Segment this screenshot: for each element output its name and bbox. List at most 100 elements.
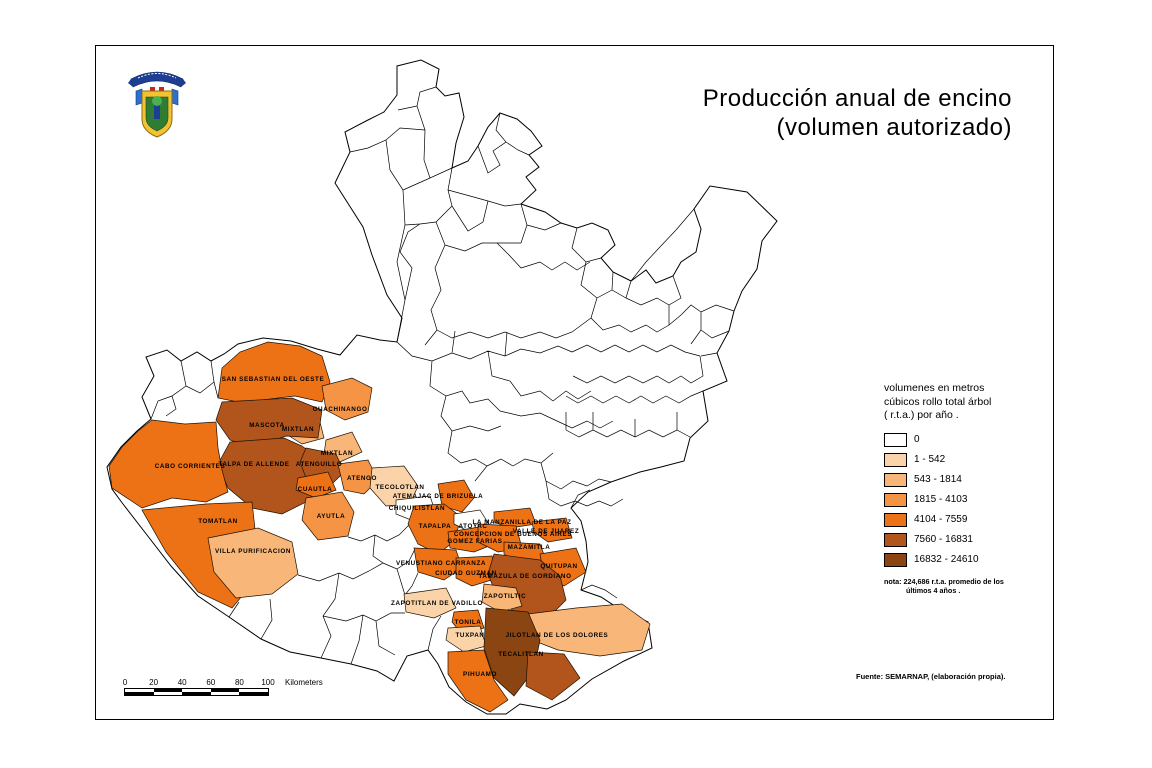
municipality-borders-east bbox=[565, 352, 718, 438]
region-guachinango bbox=[321, 377, 373, 421]
region-villa-purificacion bbox=[207, 527, 299, 599]
shield-tree-crown bbox=[152, 96, 162, 106]
source-text: Fuente: SEMARNAP, (elaboración propia). bbox=[856, 672, 1006, 681]
legend-label: 543 - 1814 bbox=[914, 474, 962, 485]
legend-label: 1815 - 4103 bbox=[914, 494, 968, 505]
municipality-label: PIHUAMO bbox=[463, 671, 497, 678]
municipality-label: ATOYAC bbox=[458, 523, 487, 530]
legend-title-line1: volumenes en metros bbox=[884, 382, 985, 394]
municipality-label: MASCOTA bbox=[249, 422, 285, 429]
scale-tick: 20 bbox=[149, 678, 159, 687]
banner-tail-left bbox=[128, 79, 133, 87]
legend-row: 4104 - 7559 bbox=[884, 510, 1044, 530]
legend-swatch bbox=[884, 472, 907, 487]
municipality-label: LA MANZANILLA DE LA PAZ bbox=[472, 519, 571, 526]
region-mascota bbox=[215, 397, 323, 449]
legend-label: 16832 - 24610 bbox=[914, 554, 979, 565]
municipality-label: JILOTLAN DE LOS DOLORES bbox=[506, 632, 609, 639]
municipality-label: VILLA PURIFICACION bbox=[215, 548, 291, 555]
municipality-label: MIXTLAN bbox=[321, 450, 353, 457]
legend-rows: 0 1 - 542 543 - 1814 1815 - 4103 4104 - … bbox=[884, 430, 1044, 570]
legend: volumenes en metros cúbicos rollo total … bbox=[884, 382, 1044, 570]
legend-title-line3: ( r.t.a.) por año . bbox=[884, 409, 959, 421]
region-pihuamo bbox=[447, 649, 509, 713]
map-title: Producción anual de encino (volumen auto… bbox=[652, 84, 1012, 142]
municipality-borders-northeast bbox=[436, 203, 735, 345]
municipality-label: TECALITLAN bbox=[498, 651, 544, 658]
legend-note: nota: 224,686 r.t.a. promedio de los últ… bbox=[884, 577, 1034, 595]
colored-regions bbox=[108, 341, 651, 713]
legend-swatch bbox=[884, 532, 907, 547]
legend-row: 0 bbox=[884, 430, 1044, 450]
municipality-label: GOMEZ FARIAS bbox=[447, 538, 502, 545]
legend-label: 7560 - 16831 bbox=[914, 534, 973, 545]
region-cuautla bbox=[295, 471, 337, 499]
municipality-label: CHIQUILISTLAN bbox=[389, 505, 445, 512]
municipality-label: TAMAZULA DE GORDIANO bbox=[478, 573, 571, 580]
municipality-label: ATENGUILLO bbox=[296, 461, 342, 468]
region-zapotitlan-de-vadillo bbox=[403, 587, 457, 619]
municipality-label: CABO CORRIENTES bbox=[155, 463, 226, 470]
legend-title: volumenes en metros cúbicos rollo total … bbox=[884, 382, 1044, 423]
municipality-label: QUITUPAN bbox=[540, 563, 577, 570]
legend-note-line2: últimos 4 años . bbox=[906, 586, 961, 595]
scale-bar: 0 20 40 60 80 100 Kilometers bbox=[122, 678, 354, 700]
region-cabo-corrientes bbox=[108, 419, 229, 509]
scale-tick: 60 bbox=[206, 678, 216, 687]
municipality-label: AYUTLA bbox=[317, 513, 346, 520]
municipality-borders-north bbox=[349, 86, 530, 346]
scale-tick: 40 bbox=[177, 678, 187, 687]
scale-unit-label: Kilometers bbox=[285, 678, 323, 687]
municipality-label: CUAUTLA bbox=[298, 486, 333, 493]
municipality-label: ATENGO bbox=[347, 475, 377, 482]
region-pihuamo-southeast bbox=[525, 651, 581, 701]
region-la-manzanilla-de-la-paz bbox=[493, 507, 537, 529]
municipality-label: TECOLOTLAN bbox=[375, 484, 424, 491]
legend-title-line2: cúbicos rollo total árbol bbox=[884, 395, 992, 408]
legend-label: 0 bbox=[914, 434, 920, 445]
legend-label: 1 - 542 bbox=[914, 454, 946, 465]
legend-label: 4104 - 7559 bbox=[914, 514, 968, 525]
municipality-label: TAPALPA bbox=[419, 523, 452, 530]
legend-swatch bbox=[884, 492, 907, 507]
municipality-label: TUXPAN bbox=[455, 632, 484, 639]
scale-bar-row-bottom bbox=[125, 692, 268, 695]
shield-tree bbox=[154, 103, 160, 119]
region-ciudad-guzman bbox=[455, 555, 499, 587]
legend-swatch bbox=[884, 432, 907, 447]
municipality-label: CIUDAD GUZMAN bbox=[435, 570, 497, 577]
municipality-label: TONILA bbox=[455, 619, 482, 626]
municipality-label: GUACHINANGO bbox=[313, 406, 368, 413]
coat-of-arms-logo bbox=[128, 63, 186, 143]
municipality-label: CONCEPCION DE BUENOS AIRES bbox=[454, 531, 572, 538]
legend-row: 7560 - 16831 bbox=[884, 530, 1044, 550]
region-ayutla bbox=[301, 491, 355, 541]
legend-row: 543 - 1814 bbox=[884, 470, 1044, 490]
municipality-label: SAN SEBASTIAN DEL OESTE bbox=[222, 376, 325, 383]
region-jilotlan-de-los-dolores bbox=[527, 603, 651, 657]
legend-swatch bbox=[884, 512, 907, 527]
region-tapalpa bbox=[407, 503, 461, 555]
region-atemajac-de-brizuela bbox=[437, 479, 475, 513]
municipality-label: MAZAMITLA bbox=[508, 544, 551, 551]
region-tuxpan bbox=[445, 625, 487, 653]
crest-mark-left bbox=[150, 87, 155, 91]
map-title-line1: Producción anual de encino bbox=[702, 85, 1012, 112]
legend-row: 16832 - 24610 bbox=[884, 550, 1044, 570]
legend-note-line1: nota: 224,686 r.t.a. promedio de los bbox=[884, 577, 1004, 586]
banner-text-marks bbox=[137, 73, 177, 79]
scale-bar-row-top bbox=[125, 689, 268, 692]
banner-tail-right bbox=[181, 79, 186, 87]
municipality-label: VENUSTIANO CARRANZA bbox=[396, 560, 486, 567]
legend-swatch bbox=[884, 452, 907, 467]
region-venustiano-carranza bbox=[413, 547, 463, 581]
municipality-label: VALLE DE JUAREZ bbox=[513, 528, 580, 535]
legend-row: 1815 - 4103 bbox=[884, 490, 1044, 510]
scale-tick: 0 bbox=[122, 678, 128, 687]
map-title-line2: (volumen autorizado) bbox=[776, 114, 1012, 141]
municipality-label: TOMATLAN bbox=[198, 518, 238, 525]
municipality-label: TALPA DE ALLENDE bbox=[218, 461, 289, 468]
municipality-label: MIXTLAN bbox=[282, 426, 314, 433]
